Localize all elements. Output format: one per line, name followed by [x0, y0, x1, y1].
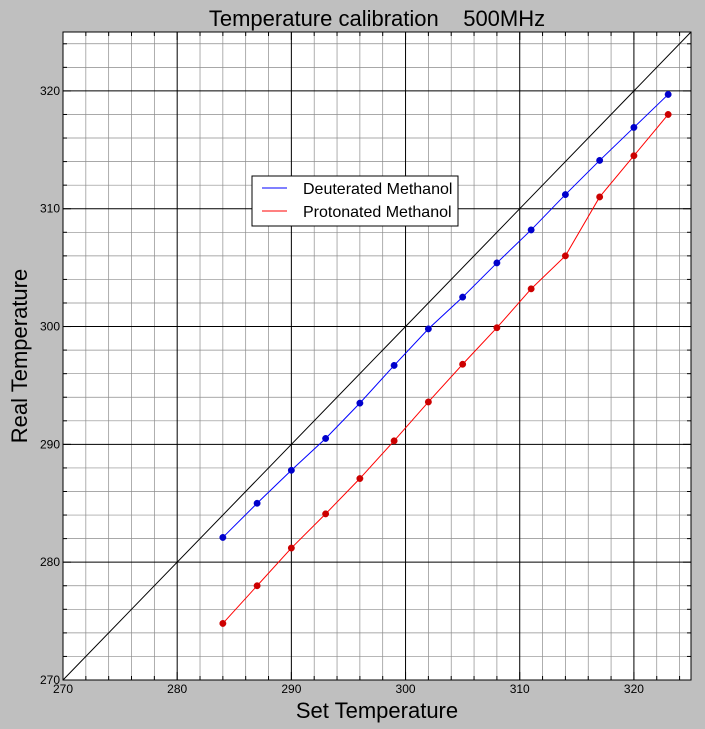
x-tick-label: 320	[624, 682, 644, 696]
y-tick-label: 290	[40, 437, 60, 451]
legend-box	[251, 175, 459, 227]
x-tick-label: 310	[510, 682, 530, 696]
data-point-0-8	[493, 259, 501, 267]
axis-ticks	[62, 32, 691, 681]
y-tick-label: 280	[40, 555, 60, 569]
data-point-1-12	[630, 152, 638, 160]
data-point-0-12	[630, 123, 638, 131]
data-point-1-13	[664, 111, 672, 118]
data-point-1-8	[493, 324, 501, 332]
data-point-1-4	[356, 475, 364, 482]
y-tick-label: 270	[40, 673, 60, 687]
series-markers	[219, 90, 672, 627]
y-tick-label: 320	[40, 84, 60, 98]
series-line-1	[222, 114, 669, 624]
series-lines	[222, 94, 669, 624]
x-tick-labels: 270 280 290 300 310 320	[53, 682, 644, 696]
legend-label-deuterated: Deuterated Methanol	[303, 181, 452, 198]
x-tick-label: 270	[53, 682, 73, 696]
data-point-1-5	[390, 437, 398, 445]
data-point-1-3	[322, 510, 330, 518]
legend-label-protonated: Protonated Methanol	[303, 204, 452, 221]
x-tick-label: 300	[396, 682, 416, 696]
data-point-0-9	[527, 226, 535, 234]
data-point-1-11	[596, 193, 604, 201]
data-point-0-4	[356, 399, 364, 407]
data-point-1-2	[287, 544, 295, 552]
data-point-0-7	[459, 293, 467, 301]
data-point-0-1	[253, 499, 261, 507]
data-point-1-7	[459, 360, 467, 368]
data-point-0-11	[596, 156, 604, 164]
x-tick-label: 280	[167, 682, 187, 696]
plot-frame	[62, 31, 692, 681]
data-point-0-5	[390, 361, 398, 369]
data-point-1-9	[527, 285, 535, 293]
legend: Deuterated Methanol Protonated Methanol	[251, 175, 459, 227]
data-point-1-10	[561, 252, 569, 260]
y-tick-label: 300	[40, 320, 60, 334]
series-line-0	[222, 94, 669, 538]
data-point-1-0	[219, 619, 227, 627]
minor-grid	[63, 32, 691, 680]
reference-diagonal	[62, 31, 692, 681]
data-point-0-2	[287, 466, 295, 474]
data-point-1-1	[253, 582, 261, 590]
data-point-1-6	[424, 398, 432, 406]
reference-line	[62, 31, 692, 681]
y-tick-label: 310	[40, 202, 60, 216]
data-point-0-13	[664, 90, 672, 98]
data-point-0-6	[424, 325, 432, 333]
chart-title: Temperature calibration 500MHz	[209, 6, 545, 31]
x-tick-label: 290	[281, 682, 301, 696]
data-point-0-3	[322, 435, 330, 442]
x-axis-title: Set Temperature	[296, 698, 458, 723]
data-point-0-0	[219, 533, 227, 541]
y-tick-labels: 270 280 290 300 310 320	[40, 84, 60, 687]
data-point-0-10	[561, 191, 569, 199]
y-axis-title: Real Temperature	[7, 269, 32, 443]
